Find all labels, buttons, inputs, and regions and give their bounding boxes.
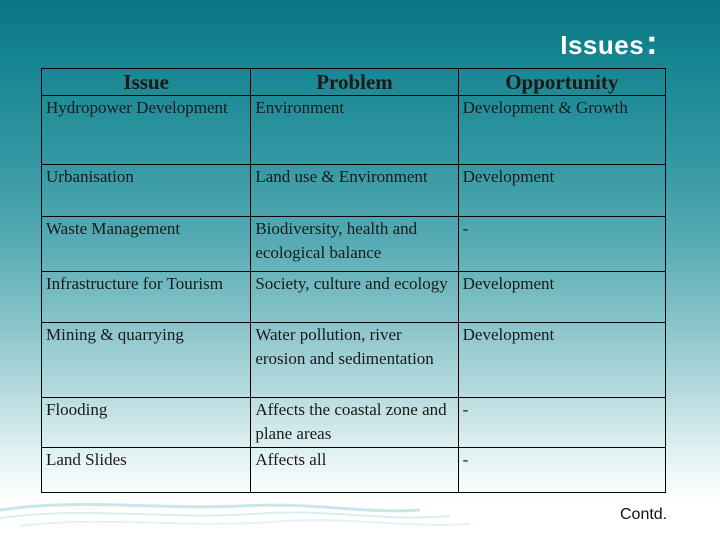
cell-issue: Infrastructure for Tourism — [40, 271, 252, 323]
cell-problem: Biodiversity, health and ecological bala… — [250, 216, 459, 272]
table-row: Infrastructure for Tourism Society, cult… — [40, 271, 667, 323]
cell-problem: Land use & Environment — [250, 164, 459, 217]
issues-table: Issue Problem Opportunity Hydropower Dev… — [40, 68, 667, 493]
cell-problem: Water pollution, river erosion and sedim… — [250, 322, 459, 398]
cell-opportunity: Development & Growth — [457, 95, 667, 165]
table-row: Mining & quarrying Water pollution, rive… — [40, 322, 667, 398]
cell-issue: Hydropower Development — [40, 95, 252, 165]
cell-opportunity: Development — [457, 322, 667, 398]
cell-issue: Waste Management — [40, 216, 252, 272]
cell-opportunity: Development — [457, 164, 667, 217]
header-problem: Problem — [250, 68, 459, 96]
slide-title-text: Issues — [560, 30, 645, 60]
table-row: Hydropower Development Environment Devel… — [40, 95, 667, 165]
contd-label: Contd. — [620, 506, 668, 523]
cell-problem: Environment — [250, 95, 459, 165]
cell-issue: Mining & quarrying — [40, 322, 252, 398]
header-opportunity: Opportunity — [457, 68, 667, 96]
cell-opportunity: - — [457, 447, 667, 493]
table-row: Flooding Affects the coastal zone and pl… — [40, 397, 667, 448]
header-issue: Issue — [40, 68, 252, 96]
cell-opportunity: Development — [457, 271, 667, 323]
cell-problem: Affects the coastal zone and plane areas — [250, 397, 459, 448]
table-row: Waste Management Biodiversity, health an… — [40, 216, 667, 272]
decorative-waves — [0, 503, 471, 527]
slide-title: Issues: — [560, 24, 658, 63]
table-header-row: Issue Problem Opportunity — [40, 68, 667, 96]
cell-issue: Urbanisation — [40, 164, 252, 217]
table-row: Urbanisation Land use & Environment Deve… — [40, 164, 667, 217]
cell-problem: Affects all — [250, 447, 459, 493]
cell-issue: Flooding — [40, 397, 252, 448]
cell-problem: Society, culture and ecology — [250, 271, 459, 323]
cell-opportunity: - — [457, 216, 667, 272]
cell-opportunity: - — [457, 397, 667, 448]
table-row: Land Slides Affects all - — [40, 447, 667, 493]
cell-issue: Land Slides — [40, 447, 252, 493]
slide-title-colon: : — [646, 24, 658, 62]
